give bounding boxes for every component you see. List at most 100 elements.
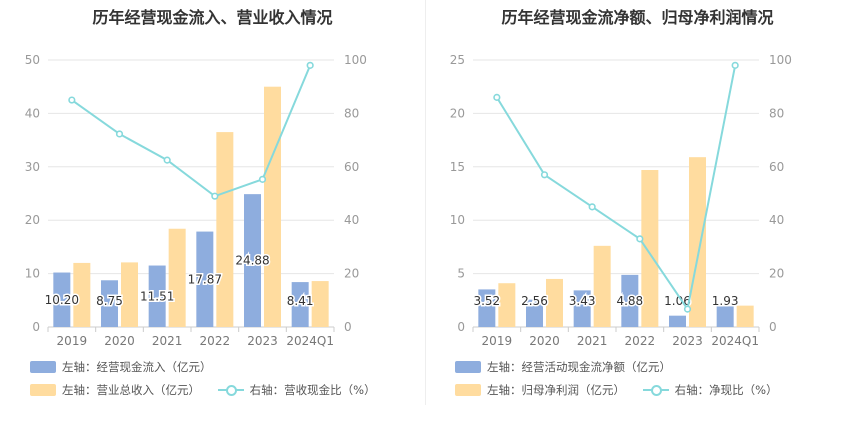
bar-secondary [736,305,754,327]
legend-item-cash-inflow[interactable]: 左轴：经营现金流入（亿元） [30,359,212,375]
ratio-line [495,65,737,312]
x-tick-label: 2019 [482,334,513,348]
legend-label-revenue-cash-ratio: 右轴：营收现金比（%） [249,383,376,397]
y-tick-left: 20 [25,213,40,227]
y-tick-right: 100 [769,53,792,67]
bar-primary [526,299,543,327]
y-tick-right: 20 [769,267,784,281]
legend-item-revenue[interactable]: 左轴：营业总收入（亿元） [30,382,200,398]
legend-row-1: 左轴：经营现金流入（亿元） [30,359,226,375]
data-label: 3.43 [569,294,596,308]
ratio-point [115,130,124,138]
bar-primary [291,282,309,327]
chart-title: 历年经营现金流净额、归母净利润情况 [501,8,774,27]
ratio-point [163,156,171,164]
ratio-point [68,96,76,104]
bar-primary [669,315,686,327]
bar-primary [621,274,639,327]
y-tick-left: 10 [450,213,465,227]
data-label: 24.88 [235,254,269,268]
x-tick-label: 2024Q1 [711,334,759,348]
x-tick-label: 2022 [200,334,231,348]
legend-label-net-cash-ratio: 右轴：净现比（%） [674,383,778,397]
bar-secondary [311,281,329,327]
y-tick-left: 0 [457,320,465,334]
y-tick-left: 0 [32,320,40,334]
bar-primary [196,231,214,327]
y-tick-right: 0 [344,320,352,334]
y-tick-left: 50 [25,53,40,67]
x-tick-label: 2023 [672,334,703,348]
data-label: 4.88 [616,294,643,308]
data-label: 10.20 [45,293,79,307]
legend-label-net-cashflow: 左轴：经营活动现金流净额（亿元） [487,360,671,374]
bar-secondary [593,245,611,327]
legend-swatch-net-cash-ratio [642,384,669,396]
y-tick-right: 60 [769,160,784,174]
y-tick-right: 40 [344,213,359,227]
x-tick-label: 2023 [247,334,278,348]
legend-swatch-cash-inflow [30,361,56,373]
legend-item-net-cashflow[interactable]: 左轴：经营活动现金流净额（亿元） [455,359,671,375]
bar-primary [148,265,166,327]
x-tick-label: 2020 [529,334,560,348]
legend-label-net-profit: 左轴：归母净利润（亿元） [487,383,625,397]
bar-secondary [546,278,563,327]
chart-title: 历年经营现金流入、营业收入情况 [92,8,333,27]
data-label: 8.75 [96,294,123,308]
ratio-point [493,93,501,101]
bar-secondary [121,262,138,327]
y-tick-left: 25 [450,53,465,67]
y-tick-left: 10 [25,267,40,281]
bar-primary [101,280,118,327]
ratio-point [588,203,596,211]
chart-net-cashflow-profit: 0 5 10 15 20 25 0 20 40 60 80 100 2019 2020 2021 2022 20… [450,53,792,348]
ratio-point [211,192,219,200]
legend-item-net-profit[interactable]: 左轴：归母净利润（亿元） [455,382,625,398]
y-tick-right: 0 [769,320,777,334]
ratio-point [540,171,549,179]
legend-row-2: 左轴：营业总收入（亿元） 右轴：营收现金比（%） [30,382,390,398]
legend-item-net-cash-ratio[interactable]: 右轴：净现比（%） [642,382,778,398]
x-tick-label: 2020 [104,334,135,348]
bar-primary [53,272,71,327]
bar-secondary [689,157,706,327]
legend-label-cash-inflow: 左轴：经营现金流入（亿元） [62,360,212,374]
ratio-point [731,61,739,69]
y-tick-right: 80 [344,106,359,120]
chart-panel-net-cashflow-profit: 历年经营现金流净额、归母净利润情况 0 5 10 15 20 25 0 20 40 60 80 100… [425,0,850,437]
bar-secondary [264,86,281,327]
legend-swatch-net-profit [455,384,481,396]
panel-divider [425,0,426,405]
chart-panel-cashflow-revenue: 历年经营现金流入、营业收入情况 0 10 20 30 40 50 0 20 40 60 80 100 2… [25,8,390,398]
bar-primary [244,194,261,327]
ratio-point [258,175,267,183]
bar-secondary [641,170,659,327]
bar-secondary [168,228,186,327]
bar-secondary [216,132,234,327]
legend-row-2: 左轴：归母净利润（亿元） 右轴：净现比（%） [455,382,792,398]
y-tick-left: 20 [450,106,465,120]
ratio-point [636,235,644,243]
x-tick-label: 2024Q1 [286,334,334,348]
legend-swatch-net-cashflow [455,361,481,373]
ratio-point [683,305,692,313]
legend-row-1: 左轴：经营活动现金流净额（亿元） [455,359,685,375]
x-tick-label: 2021 [577,334,608,348]
x-tick-label: 2022 [625,334,656,348]
bar-primary [478,289,496,327]
legend-swatch-revenue-cash-ratio [217,384,244,396]
data-label: 2.56 [521,294,548,308]
y-tick-right: 80 [769,106,784,120]
y-tick-right: 60 [344,160,359,174]
chart-cashflow-revenue: 0 10 20 30 40 50 0 20 40 60 80 100 2019 2020 2021 2022 2… [25,53,367,348]
ratio-line [71,64,312,198]
legend-item-revenue-cash-ratio[interactable]: 右轴：营收现金比（%） [217,382,376,398]
bar-primary [573,290,591,327]
data-label: 17.87 [188,272,222,286]
y-tick-left: 30 [25,160,40,174]
data-label: 8.41 [287,294,314,308]
legend-swatch-revenue [30,384,56,396]
data-label: 11.51 [140,289,174,303]
y-tick-right: 40 [769,213,784,227]
